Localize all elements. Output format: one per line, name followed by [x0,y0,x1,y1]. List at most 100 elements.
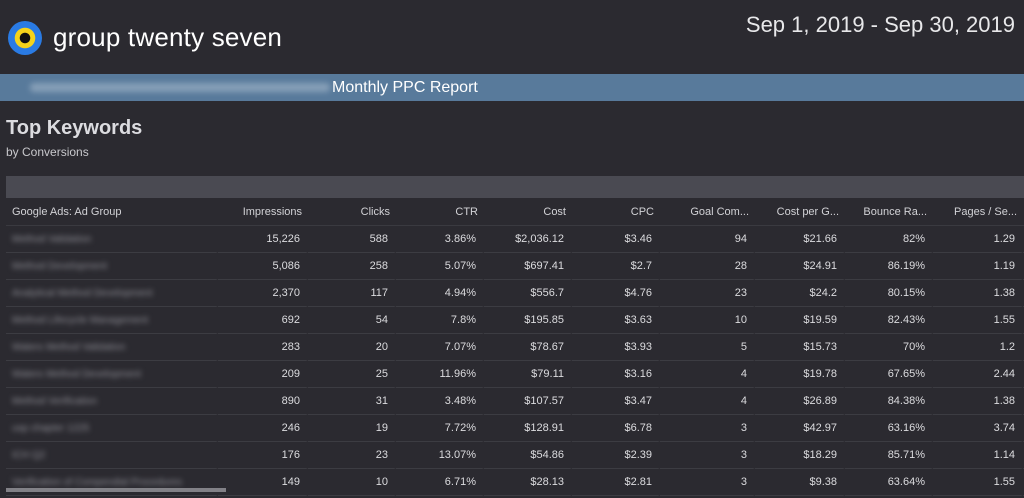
table-row[interactable]: ICH Q2 176 23 13.07% $54.86 $2.39 3 $18.29 85.71… [6,442,1024,469]
table-row[interactable]: Method Development 5,086 258 5.07% $697.41 $2… [6,253,1024,280]
date-range[interactable]: Sep 1, 2019 - Sep 30, 2019 [745,12,1015,37]
metric-cell: 246 [218,415,308,442]
ad-group-name: usp chapter 1225 [12,423,90,434]
metric-cell: $2.81 [572,469,660,496]
metric-cell: 28 [660,253,755,280]
table-row[interactable]: Method Validation 15,226 588 3.86% $2,036.12… [6,226,1024,253]
ad-group-name: Method Development [12,261,108,272]
metric-cell: 13.07% [396,442,484,469]
table-row[interactable]: Waters Method Development 209 25 11.96% $79.… [6,361,1024,388]
logo-icon [8,21,42,55]
metric-cell: $18.29 [755,442,845,469]
metric-cell: 4.94% [396,280,484,307]
ad-group-cell: Method Verification [6,388,218,415]
metric-cell: $3.47 [572,388,660,415]
ad-group-name: ICH Q2 [12,450,46,461]
metric-cell: 11.96% [396,361,484,388]
metric-cell: 70% [845,334,933,361]
table-row[interactable]: Method Lifecycle Management 692 54 7.8% $195… [6,307,1024,334]
ad-group-cell: Verification of Compendial Procedures [6,469,218,496]
table-body: Method Validation 15,226 588 3.86% $2,036.12… [6,226,1024,496]
metric-cell: 1.38 [933,280,1023,307]
metric-cell: $54.86 [484,442,572,469]
metric-cell: 588 [308,226,396,253]
metric-cell: 85.71% [845,442,933,469]
column-header[interactable]: Google Ads: Ad Group [6,199,218,226]
metric-cell: $4.76 [572,280,660,307]
column-header[interactable]: CPC [572,199,660,226]
table-row[interactable]: Verification of Compendial Procedures 149… [6,469,1024,496]
metric-cell: 2.44 [933,361,1023,388]
ad-group-name: Method Validation [12,234,92,245]
metric-cell: 3 [660,415,755,442]
ad-group-cell: Waters Method Validation [6,334,218,361]
section-subtitle: by Conversions [6,145,89,159]
table-header-row: Google Ads: Ad Group Impressions Clicks CTR… [6,199,1024,226]
ad-group-name: Verification of Compendial Procedures [12,477,183,488]
ad-group-cell: Waters Method Development [6,361,218,388]
metric-cell: 3 [660,442,755,469]
metric-cell: 82% [845,226,933,253]
ad-group-cell: usp chapter 1225 [6,415,218,442]
metric-cell: 2,370 [218,280,308,307]
metric-cell: 84.38% [845,388,933,415]
metric-cell: 1.14 [933,442,1023,469]
metric-cell: $26.89 [755,388,845,415]
metric-cell: 25 [308,361,396,388]
metric-cell: $21.66 [755,226,845,253]
report-header: group twenty seven Sep 1, 2019 - Sep 30,… [0,0,1024,72]
metric-cell: 63.16% [845,415,933,442]
metric-cell: 5.07% [396,253,484,280]
metric-cell: $42.97 [755,415,845,442]
metric-cell: $6.78 [572,415,660,442]
metric-cell: 283 [218,334,308,361]
metric-cell: $24.91 [755,253,845,280]
metric-cell: 86.19% [845,253,933,280]
column-header[interactable]: Bounce Ra... [845,199,933,226]
column-header[interactable]: Cost per G... [755,199,845,226]
metric-cell: 3.74 [933,415,1023,442]
metric-cell: 692 [218,307,308,334]
metric-cell: 1.29 [933,226,1023,253]
metric-cell: 94 [660,226,755,253]
metric-cell: $3.63 [572,307,660,334]
metric-cell: 258 [308,253,396,280]
metric-cell: 3 [660,469,755,496]
metric-cell: 176 [218,442,308,469]
table-row[interactable]: Analytical Method Development 2,370 117 4.9… [6,280,1024,307]
table-row[interactable]: usp chapter 1225 246 19 7.72% $128.91 $6.78 3 $… [6,415,1024,442]
metric-cell: $79.11 [484,361,572,388]
column-header[interactable]: Pages / Se... [933,199,1023,226]
table-row[interactable]: Method Verification 890 31 3.48% $107.57 $3.4… [6,388,1024,415]
metric-cell: $15.73 [755,334,845,361]
horizontal-scrollbar[interactable] [6,488,226,492]
ad-group-cell: Analytical Method Development [6,280,218,307]
metric-cell: $3.16 [572,361,660,388]
table-row[interactable]: Waters Method Validation 283 20 7.07% $78.67… [6,334,1024,361]
column-header[interactable]: Goal Com... [660,199,755,226]
ad-group-name: Analytical Method Development [12,288,153,299]
metric-cell: 15,226 [218,226,308,253]
metric-cell: 149 [218,469,308,496]
metric-cell: $556.7 [484,280,572,307]
metric-cell: 10 [308,469,396,496]
metric-cell: 209 [218,361,308,388]
metric-cell: 5 [660,334,755,361]
metric-cell: 1.19 [933,253,1023,280]
metric-cell: 31 [308,388,396,415]
table-toolbar [6,176,1024,198]
metric-cell: 80.15% [845,280,933,307]
metric-cell: 4 [660,388,755,415]
ad-group-name: Method Verification [12,396,98,407]
report-title: Monthly PPC Report [332,79,478,96]
banner-redacted-text [30,83,330,92]
metric-cell: 54 [308,307,396,334]
metric-cell: $19.78 [755,361,845,388]
column-header[interactable]: Impressions [218,199,308,226]
metric-cell: 3.48% [396,388,484,415]
column-header[interactable]: Clicks [308,199,396,226]
metric-cell: 23 [660,280,755,307]
column-header[interactable]: CTR [396,199,484,226]
column-header[interactable]: Cost [484,199,572,226]
ad-group-name: Waters Method Validation [12,342,126,353]
